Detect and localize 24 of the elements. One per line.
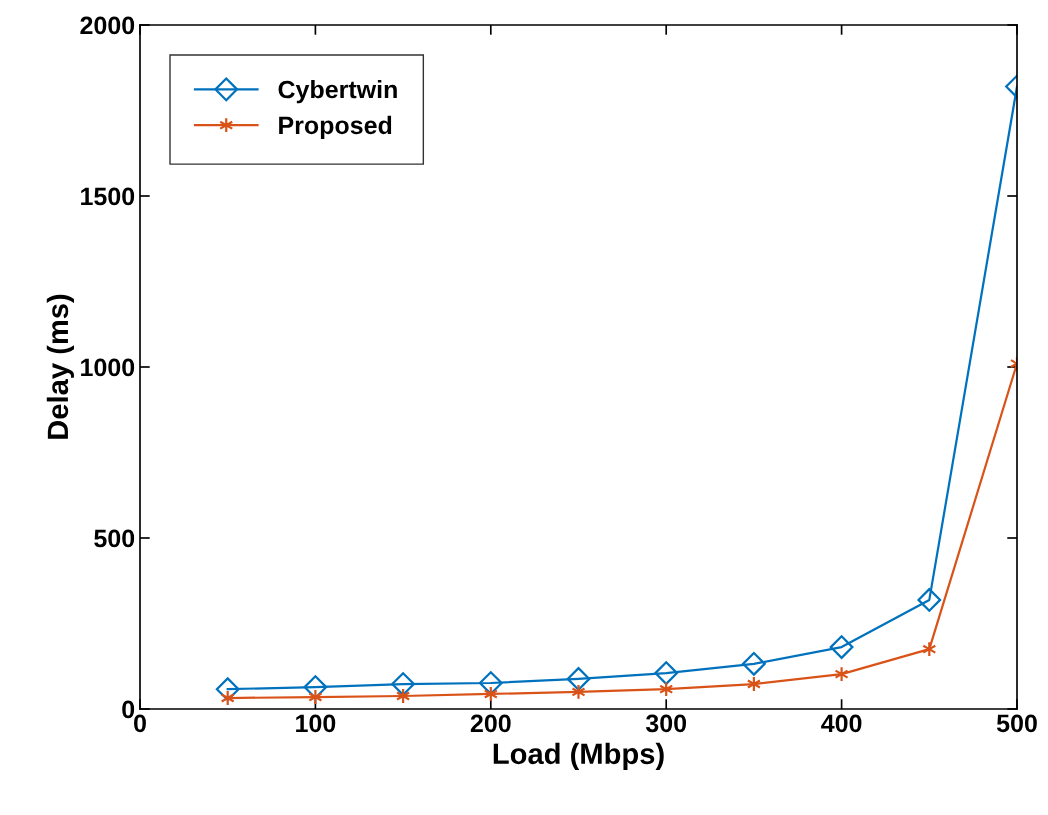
point	[571, 683, 586, 700]
legend-label: Proposed	[279, 115, 392, 140]
point	[654, 661, 679, 685]
point	[917, 587, 942, 612]
x-tick-label: 300	[645, 714, 687, 733]
point	[308, 688, 323, 706]
point	[478, 671, 503, 695]
x-axis-title: Load (Mbps)	[493, 742, 664, 770]
point	[829, 635, 854, 660]
y-axis-title: Delay (ms)	[46, 294, 74, 439]
point	[391, 672, 416, 696]
x-tick-label: 500	[996, 714, 1037, 733]
x-tick-label: 400	[821, 714, 862, 733]
x-tick-label: 200	[470, 714, 511, 733]
point	[566, 666, 591, 691]
point	[834, 666, 849, 683]
x-tick-label: 100	[296, 714, 336, 733]
y-tick-label: 2000	[80, 16, 135, 35]
point	[741, 651, 766, 676]
y-tick-label: 1500	[81, 187, 135, 206]
legend-label: Cybertwin	[278, 80, 397, 104]
y-tick-label: 500	[94, 529, 135, 548]
y-tick-label: 1000	[81, 358, 135, 377]
y-tick-label: 0	[122, 700, 135, 719]
